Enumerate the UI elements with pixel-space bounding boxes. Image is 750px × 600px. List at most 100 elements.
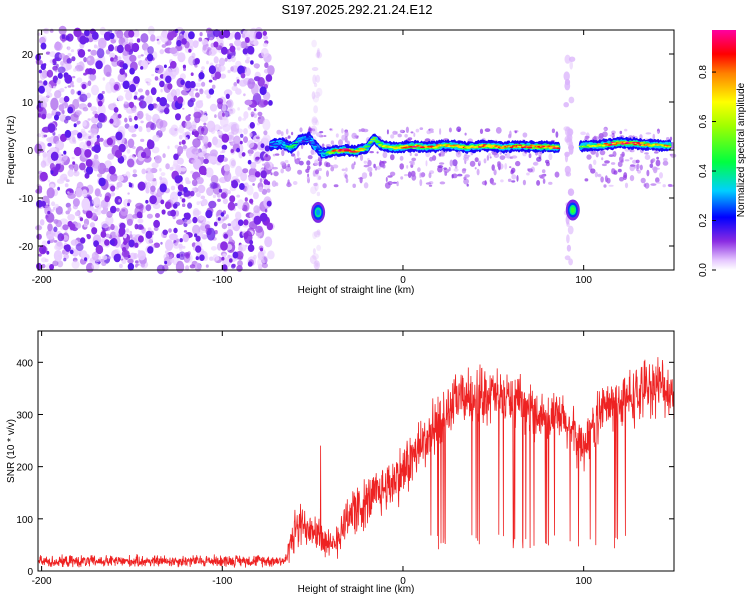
noise-blob [202,44,207,51]
signal-track-segment [362,148,367,151]
noise-blob [44,83,52,94]
noise-blob-strong [266,200,272,207]
faint-streak-blob [566,244,572,252]
noise-blob [234,31,241,41]
noise-blob [209,182,218,189]
track-halo-blob [280,168,285,174]
noise-blob [222,115,226,121]
noise-blob-strong [57,72,63,79]
noise-blob [213,221,218,227]
noise-blob [109,52,116,59]
noise-blob-strong [131,42,140,53]
signal-track-segment [543,146,548,149]
track-halo-blob [389,171,396,177]
track-halo-blob [363,160,367,164]
noise-blob-strong [242,48,248,55]
noise-blob-strong [193,130,199,138]
noise-blob [128,118,133,122]
track-halo-blob [621,159,624,163]
noise-blob [226,229,234,237]
noise-blob [135,260,139,264]
noise-blob [239,41,248,49]
noise-blob [209,256,214,261]
track-halo-blob [499,155,506,161]
noise-blob-strong [223,233,228,239]
noise-blob [191,148,200,155]
track-halo-blob [284,159,289,164]
noise-blob-strong [146,53,154,62]
x-tick-label: 100 [575,576,592,587]
noise-blob [262,42,268,48]
noise-blob-strong [95,60,103,70]
noise-blob [238,116,242,122]
track-halo-blob [636,163,640,170]
noise-blob-strong [47,123,56,133]
track-halo-blob [489,177,494,184]
track-halo-blob [548,181,553,185]
spectrogram-side-features [311,199,580,223]
noise-blob [234,202,238,207]
noise-blob [56,241,62,247]
noise-blob-strong [50,170,54,174]
noise-blob-strong [177,96,184,104]
noise-blob [150,185,156,193]
noise-blob [225,93,230,100]
noise-blob [153,242,160,248]
noise-blob [72,98,80,110]
track-halo-blob [511,155,518,159]
noise-blob [53,206,56,211]
noise-blob [192,138,201,148]
noise-blob-strong [260,170,267,179]
noise-blob [145,89,150,96]
noise-blob-strong [244,37,250,43]
track-halo-blob [599,149,606,156]
track-halo-blob [500,179,504,183]
noise-blob [103,167,110,173]
noise-blob [208,155,218,163]
noise-blob [253,108,257,112]
noise-blob [205,44,209,47]
track-halo-blob [469,160,476,167]
noise-blob [71,136,76,143]
noise-blob [55,206,63,215]
noise-blob [139,95,145,100]
faint-streak-blob [313,230,321,238]
spectrogram-x-ticks: -200 -100 0 100 [32,30,592,286]
noise-blob-strong [49,264,55,270]
faint-streak-blob [316,191,321,197]
noise-blob [193,111,202,119]
noise-blob [223,164,230,172]
track-halo-blob [417,167,421,173]
noise-blob-strong [249,122,255,129]
noise-blob-strong [265,74,273,82]
signal-track-segment [477,146,482,148]
noise-blob-strong [188,31,195,40]
track-halo-blob [629,175,635,182]
noise-blob-strong [94,113,99,119]
noise-blob-strong [41,248,46,253]
track-halo-blob [635,159,640,164]
track-halo-blob [286,183,292,187]
noise-blob [264,168,268,171]
track-halo-blob [645,132,652,135]
track-halo-blob [381,160,387,164]
noise-blob [170,124,179,137]
noise-blob-strong [159,183,167,193]
noise-blob [125,228,130,233]
track-halo-blob [330,140,335,145]
noise-blob [250,161,257,169]
noise-blob [140,54,144,57]
noise-blob-strong [173,153,179,161]
noise-blob-strong [67,106,74,114]
noise-blob [63,257,67,262]
noise-blob-strong [199,254,205,261]
noise-blob-strong [237,65,245,75]
noise-blob [199,114,209,123]
noise-blob [126,148,131,154]
noise-blob [221,104,227,112]
noise-blob [79,93,88,103]
faint-streak-blob [315,74,321,83]
noise-blob [217,130,223,136]
noise-blob [218,126,223,130]
noise-blob-strong [195,235,201,242]
